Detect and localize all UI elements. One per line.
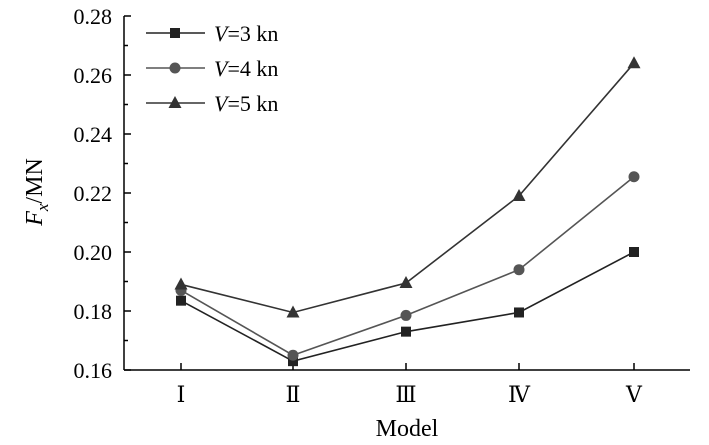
legend-label: V=3 kn: [214, 21, 278, 46]
y-axis-title: Fx/MN: [22, 158, 52, 227]
y-tick-label: 0.20: [74, 240, 113, 265]
y-tick-label: 0.28: [74, 4, 113, 29]
data-point-triangle: [399, 275, 413, 288]
data-point-circle: [628, 171, 640, 183]
legend: V=3 knV=4 knV=5 kn: [146, 21, 278, 116]
legend-label-value: =5 kn: [227, 91, 278, 116]
legend-label-var: V: [214, 91, 230, 116]
legend-marker: [170, 28, 180, 38]
y-tick-label: 0.22: [74, 181, 113, 206]
legend-label-var: V: [214, 21, 230, 46]
legend-item-2: V=4 kn: [146, 56, 278, 81]
data-point-circle: [400, 309, 412, 321]
y-axis-title-symbol: F: [22, 211, 48, 227]
y-tick-label: 0.26: [74, 63, 113, 88]
x-tick-label: Ⅴ: [625, 382, 643, 407]
data-point-triangle: [627, 56, 641, 69]
data-point-circle: [513, 264, 525, 276]
legend-label-value: =4 kn: [227, 56, 278, 81]
series-1: [176, 247, 639, 367]
x-tick-label: Ⅰ: [177, 382, 186, 407]
data-point-square: [514, 307, 524, 318]
x-tick-label: Ⅱ: [286, 382, 301, 407]
legend-label: V=5 kn: [214, 91, 278, 116]
y-tick-label: 0.24: [74, 122, 113, 147]
series-group: [174, 56, 641, 367]
legend-item-1: V=3 kn: [146, 21, 278, 46]
legend-label: V=4 kn: [214, 56, 278, 81]
data-point-square: [401, 326, 411, 337]
y-tick-label: 0.18: [74, 299, 113, 324]
data-point-square: [176, 295, 186, 306]
series-3: [174, 56, 641, 318]
data-point-square: [288, 356, 298, 367]
legend-label-value: =3 kn: [227, 21, 278, 46]
y-ticks: 0.16 0.18 0.20 0.22 0.24 0.26 0.28: [74, 4, 131, 383]
data-point-square: [629, 247, 639, 257]
legend-marker: [169, 62, 181, 74]
data-point-triangle: [174, 277, 188, 290]
legend-item-3: V=5 kn: [146, 91, 278, 116]
x-axis-title: Model: [376, 416, 439, 442]
x-ticks: Ⅰ Ⅱ Ⅲ Ⅳ Ⅴ: [177, 363, 643, 407]
y-axis-title-unit: /MN: [22, 158, 48, 203]
data-point-triangle: [512, 188, 526, 201]
x-tick-label: Ⅲ: [395, 382, 416, 407]
series-2: [175, 171, 640, 361]
legend-label-var: V: [214, 56, 230, 81]
data-point-triangle: [286, 305, 300, 318]
data-point-circle: [287, 349, 299, 361]
y-axis-title-subscript: x: [33, 203, 52, 212]
x-tick-label: Ⅳ: [508, 382, 531, 407]
legend-marker: [168, 96, 182, 108]
y-tick-label: 0.16: [74, 358, 113, 383]
series-line: [180, 251, 635, 363]
